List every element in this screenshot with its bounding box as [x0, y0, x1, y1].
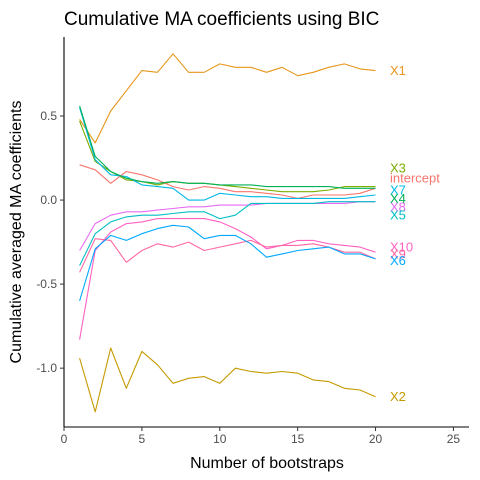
series-label-x6: X6: [390, 253, 406, 268]
x-axis-label: Number of bootstraps: [190, 455, 344, 472]
series-label-x2: X2: [390, 389, 406, 404]
x-axis-ticks: 0 5 10 15 20 25: [61, 427, 461, 446]
y-axis-label: Cumulative averaged MA coefficients: [8, 101, 25, 364]
series-line-x4: [79, 105, 376, 189]
chart-title: Cumulative MA coefficients using BIC: [64, 9, 379, 30]
x-tick-label: 20: [369, 432, 383, 446]
y-axis-ticks: -1.0 -0.5 0.0 0.5: [36, 109, 64, 375]
x-tick-label: 5: [139, 432, 146, 446]
y-tick-label: -0.5: [36, 277, 57, 291]
y-tick-label: -1.0: [36, 361, 57, 375]
x-tick-label: 0: [61, 432, 68, 446]
series-line-x3: [79, 120, 376, 193]
series-line-intercept: [79, 164, 376, 199]
series-label-x10: X10: [390, 240, 413, 255]
series-lines: [79, 53, 376, 413]
series-label-x5: X5: [390, 208, 406, 223]
series-label-x3: X3: [390, 161, 406, 176]
y-tick-label: 0.5: [40, 109, 57, 123]
series-label-intercept: intercept: [390, 171, 440, 186]
series-line-x8: [79, 201, 376, 251]
series-line-x1: [79, 53, 376, 144]
series-line-x5: [79, 201, 376, 266]
y-tick-label: 0.0: [40, 193, 57, 207]
series-label-x8: X8: [390, 199, 406, 214]
series-line-x2: [79, 347, 376, 413]
x-tick-label: 10: [213, 432, 227, 446]
series-label-x7: X7: [390, 182, 406, 197]
series-label-x4: X4: [390, 191, 406, 206]
series-label-x1: X1: [390, 63, 406, 78]
series-line-x6: [79, 224, 376, 302]
x-tick-label: 25: [447, 432, 461, 446]
series-line-x9: [79, 238, 376, 273]
series-line-x7: [79, 107, 376, 201]
x-tick-label: 15: [291, 432, 305, 446]
series-line-x10: [79, 218, 376, 340]
series-label-x9: X9: [390, 246, 406, 261]
